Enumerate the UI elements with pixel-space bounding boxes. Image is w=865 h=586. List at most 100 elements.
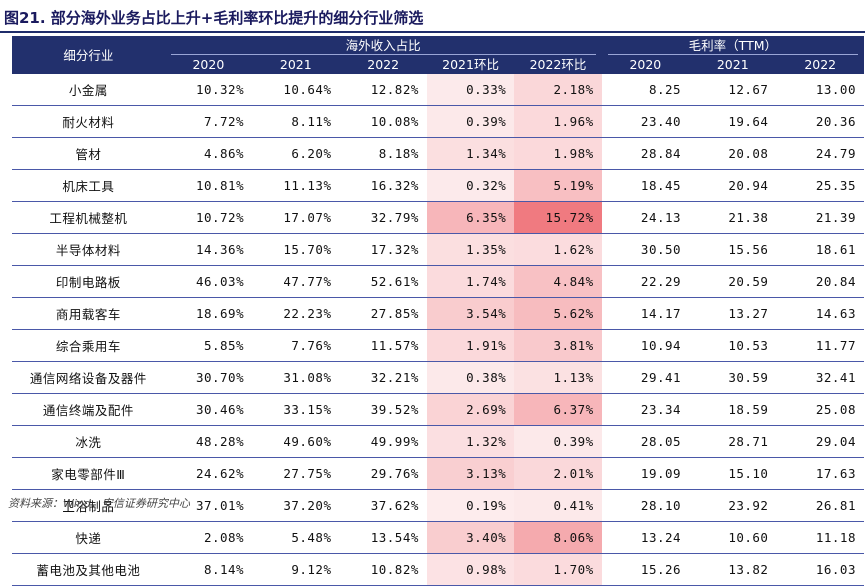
change-2021-cell: 0.38% <box>426 362 515 394</box>
margin-2021-cell: 18.59 <box>689 394 777 426</box>
margin-2021-cell: 19.64 <box>689 106 777 138</box>
industry-name: 耐火材料 <box>12 106 165 138</box>
overseas-2021-cell: 10.64% <box>252 74 340 106</box>
change-2022-cell: 0.41% <box>514 490 602 522</box>
industry-name: 通信终端及配件 <box>12 394 165 426</box>
industry-name: 冰洗 <box>12 426 165 458</box>
margin-2020-cell: 30.50 <box>601 234 690 266</box>
margin-2020-cell: 28.10 <box>601 490 690 522</box>
margin-2022-cell: 24.79 <box>776 138 864 170</box>
change-2022-cell: 4.84% <box>514 266 602 298</box>
overseas-2021-cell: 31.08% <box>252 362 340 394</box>
overseas-2021-cell: 22.23% <box>252 298 340 330</box>
overseas-2022-cell: 39.52% <box>339 394 427 426</box>
margin-2022-cell: 11.77 <box>776 330 864 362</box>
margin-2020-cell: 22.29 <box>601 266 690 298</box>
margin-2021-cell: 20.59 <box>689 266 777 298</box>
overseas-2021-cell: 49.60% <box>252 426 340 458</box>
margin-2022-cell: 20.36 <box>776 106 864 138</box>
overseas-2021-cell: 11.13% <box>252 170 340 202</box>
overseas-2022-cell: 13.54% <box>339 522 427 554</box>
industry-name: 通信网络设备及器件 <box>12 362 165 394</box>
header-col: 2021 <box>689 55 777 74</box>
overseas-2021-cell: 5.48% <box>252 522 340 554</box>
overseas-2021-cell: 15.70% <box>252 234 340 266</box>
header-col: 2022环比 <box>514 55 602 74</box>
margin-2020-cell: 24.13 <box>601 202 690 234</box>
group-underline <box>607 54 858 55</box>
overseas-2022-cell: 32.79% <box>339 202 427 234</box>
table-row: 冰洗 48.28% 49.60% 49.99% 1.32% 0.39% 28.05 28.71… <box>12 426 864 458</box>
margin-2021-cell: 10.60 <box>689 522 777 554</box>
overseas-2021-cell: 8.11% <box>252 106 340 138</box>
industry-name: 商用载客车 <box>12 298 165 330</box>
overseas-2022-cell: 29.76% <box>339 458 427 490</box>
change-2021-cell: 1.91% <box>426 330 515 362</box>
header-group-margin-label: 毛利率（TTM） <box>688 38 777 53</box>
header-col: 2020 <box>601 55 690 74</box>
margin-2020-cell: 18.45 <box>601 170 690 202</box>
margin-2021-cell: 28.71 <box>689 426 777 458</box>
overseas-2020-cell: 30.46% <box>164 394 253 426</box>
header-col: 2021 <box>252 55 340 74</box>
change-2022-cell: 5.19% <box>514 170 602 202</box>
industry-name: 蓄电池及其他电池 <box>12 554 165 586</box>
change-2022-cell: 15.72% <box>514 202 602 234</box>
table-row: 蓄电池及其他电池 8.14% 9.12% 10.82% 0.98% 1.70% 15.26 1… <box>12 554 864 586</box>
overseas-2021-cell: 7.76% <box>252 330 340 362</box>
margin-2021-cell: 20.08 <box>689 138 777 170</box>
margin-2022-cell: 18.61 <box>776 234 864 266</box>
header-col: 2020 <box>164 55 253 74</box>
change-2021-cell: 3.40% <box>426 522 515 554</box>
table-row: 机床工具 10.81% 11.13% 16.32% 0.32% 5.19% 18.45 20.… <box>12 170 864 202</box>
overseas-2022-cell: 10.82% <box>339 554 427 586</box>
margin-2020-cell: 23.34 <box>601 394 690 426</box>
header-group-margin: 毛利率（TTM） <box>601 36 864 55</box>
margin-2022-cell: 21.39 <box>776 202 864 234</box>
overseas-2022-cell: 10.08% <box>339 106 427 138</box>
industry-name: 快递 <box>12 522 165 554</box>
table-row: 管材 4.86% 6.20% 8.18% 1.34% 1.98% 28.84 20.08 24.… <box>12 138 864 170</box>
margin-2021-cell: 13.27 <box>689 298 777 330</box>
margin-2020-cell: 28.05 <box>601 426 690 458</box>
margin-2020-cell: 19.09 <box>601 458 690 490</box>
source-note: 资料来源：Wind、安信证券研究中心 <box>8 497 190 510</box>
overseas-2022-cell: 12.82% <box>339 74 427 106</box>
margin-2021-cell: 10.53 <box>689 330 777 362</box>
change-2022-cell: 1.96% <box>514 106 602 138</box>
title-divider <box>0 31 865 33</box>
overseas-2022-cell: 32.21% <box>339 362 427 394</box>
overseas-2022-cell: 27.85% <box>339 298 427 330</box>
margin-2021-cell: 21.38 <box>689 202 777 234</box>
margin-2022-cell: 29.04 <box>776 426 864 458</box>
header-group-overseas-label: 海外收入占比 <box>345 38 421 53</box>
overseas-2020-cell: 10.32% <box>164 74 253 106</box>
overseas-2022-cell: 49.99% <box>339 426 427 458</box>
margin-2020-cell: 13.24 <box>601 522 690 554</box>
margin-2022-cell: 13.00 <box>776 74 864 106</box>
margin-2021-cell: 23.92 <box>689 490 777 522</box>
margin-2022-cell: 25.35 <box>776 170 864 202</box>
margin-2022-cell: 14.63 <box>776 298 864 330</box>
overseas-2022-cell: 52.61% <box>339 266 427 298</box>
overseas-2021-cell: 37.20% <box>252 490 340 522</box>
overseas-2020-cell: 4.86% <box>164 138 253 170</box>
industry-name: 印制电路板 <box>12 266 165 298</box>
margin-2021-cell: 15.56 <box>689 234 777 266</box>
header-row-columns: 2020 2021 2022 2021环比 2022环比 2020 2021 2… <box>12 55 864 74</box>
change-2022-cell: 8.06% <box>514 522 602 554</box>
change-2021-cell: 0.33% <box>426 74 515 106</box>
table-row: 综合乘用车 5.85% 7.76% 11.57% 1.91% 3.81% 10.94 10.5… <box>12 330 864 362</box>
table-row: 快递 2.08% 5.48% 13.54% 3.40% 8.06% 13.24 10.60 11… <box>12 522 864 554</box>
change-2021-cell: 0.32% <box>426 170 515 202</box>
margin-2020-cell: 14.17 <box>601 298 690 330</box>
change-2022-cell: 1.62% <box>514 234 602 266</box>
industry-name: 小金属 <box>12 74 165 106</box>
margin-2022-cell: 16.03 <box>776 554 864 586</box>
overseas-2020-cell: 2.08% <box>164 522 253 554</box>
industry-name: 机床工具 <box>12 170 165 202</box>
margin-2020-cell: 15.26 <box>601 554 690 586</box>
change-2021-cell: 1.35% <box>426 234 515 266</box>
header-industry: 细分行业 <box>12 36 165 74</box>
change-2021-cell: 6.35% <box>426 202 515 234</box>
